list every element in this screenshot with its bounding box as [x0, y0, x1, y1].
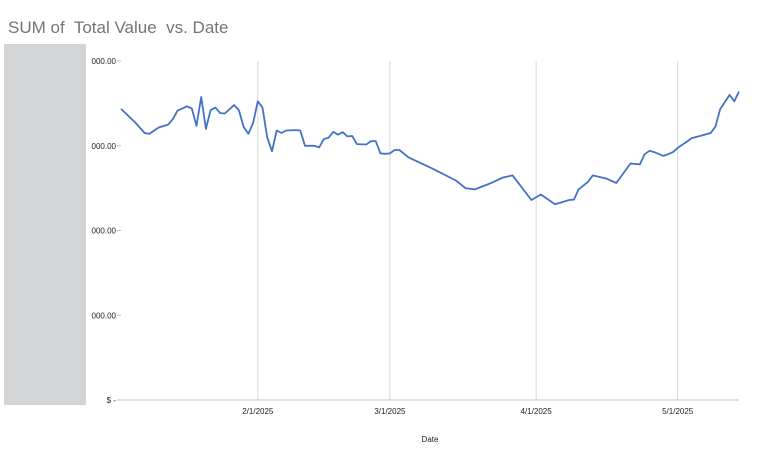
- x-tick-label: 4/1/2025: [521, 407, 553, 416]
- y-tick-label: 000.00: [92, 311, 117, 320]
- x-tick-label: 2/1/2025: [242, 407, 274, 416]
- chart-title: SUM of Total Value vs. Date: [8, 18, 229, 37]
- y-tick-label: 000.00: [92, 227, 117, 236]
- y-tick-labels: $ - 000.00 000.00 000.00 000.00: [92, 57, 117, 405]
- x-tick-label: 5/1/2025: [662, 407, 694, 416]
- series-line: [120, 91, 740, 206]
- x-tick-label: 3/1/2025: [374, 407, 406, 416]
- axes: [117, 60, 739, 401]
- y-tick-label: 000.00: [92, 142, 117, 151]
- y-tick-label: $ -: [107, 396, 117, 405]
- gridlines: [257, 61, 679, 400]
- redaction-box: [4, 44, 86, 405]
- x-axis-label: Date: [422, 435, 439, 444]
- y-tick-label: 000.00: [92, 57, 117, 66]
- x-tick-labels: 2/1/2025 3/1/2025 4/1/2025 5/1/2025: [242, 407, 694, 416]
- series-layer: [120, 91, 740, 206]
